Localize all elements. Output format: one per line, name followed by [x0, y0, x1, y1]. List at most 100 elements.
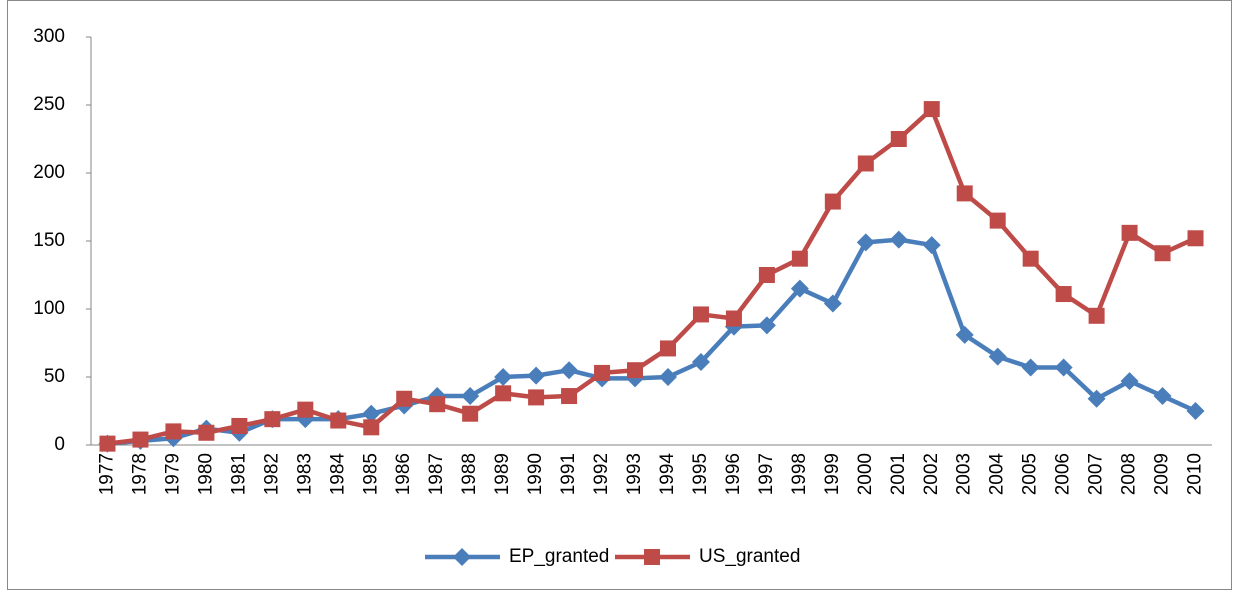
data-point [890, 131, 907, 147]
data-point [429, 396, 446, 413]
chart-frame [7, 0, 1232, 590]
x-tick-label: 2001 [888, 453, 909, 495]
legend-label: EP_granted [509, 546, 609, 567]
data-point [823, 294, 842, 313]
x-tick-label: 1991 [558, 453, 579, 495]
data-point [758, 267, 775, 283]
x-tick-label: 2007 [1086, 453, 1107, 495]
x-tick-label: 2003 [954, 453, 975, 495]
series-line [107, 106, 1197, 446]
data-point [790, 279, 809, 298]
data-point [1187, 230, 1204, 247]
data-point [198, 424, 215, 441]
data-point [659, 340, 676, 357]
x-tick-label: 1980 [195, 453, 216, 495]
data-point [1186, 402, 1205, 420]
x-tick-label: 1977 [97, 453, 118, 495]
data-point [1121, 224, 1138, 241]
y-tick-label: 250 [33, 94, 65, 115]
data-point [527, 366, 546, 385]
data-point [1022, 250, 1039, 267]
series-line [107, 237, 1197, 446]
x-tick-label: 1979 [162, 453, 183, 495]
data-point [99, 435, 116, 452]
data-point [922, 236, 941, 255]
data-point [791, 250, 808, 267]
data-point [495, 385, 512, 402]
x-tick-label: 1986 [393, 453, 414, 495]
data-point [956, 185, 973, 202]
data-point [462, 405, 479, 422]
data-point [988, 347, 1007, 366]
data-point [1120, 372, 1139, 391]
x-tick-label: 1988 [459, 453, 480, 495]
legend-label: US_granted [699, 546, 800, 567]
y-tick-label: 0 [54, 434, 65, 455]
x-tick-label: 1982 [261, 453, 282, 495]
data-point [165, 423, 182, 440]
data-point [594, 364, 611, 381]
y-tick-label: 300 [33, 26, 65, 47]
data-point [1055, 286, 1072, 303]
data-point [923, 101, 940, 118]
data-point [691, 353, 710, 372]
x-tick-label: 1998 [789, 453, 810, 495]
x-tick-label: 2005 [1020, 453, 1041, 495]
x-tick-label: 1994 [657, 453, 678, 496]
data-point [264, 411, 281, 428]
x-tick-label: 2000 [855, 453, 876, 495]
x-tick-label: 2008 [1119, 453, 1140, 495]
data-point [362, 404, 381, 423]
y-tick-label: 200 [33, 162, 65, 183]
x-tick-label: 1990 [525, 453, 546, 495]
x-tick-label: 1981 [228, 453, 249, 495]
legend-marker [644, 549, 660, 565]
x-tick-label: 1985 [360, 453, 381, 495]
x-tick-label: 1984 [327, 453, 348, 496]
y-tick-label: 100 [33, 298, 65, 319]
data-point [692, 306, 709, 323]
y-tick-label: 50 [44, 366, 65, 387]
data-point [824, 193, 841, 210]
x-tick-label: 1999 [822, 453, 843, 495]
data-point [1054, 358, 1073, 377]
legend-marker [453, 548, 471, 566]
data-point [461, 387, 480, 406]
x-tick-label: 1997 [756, 453, 777, 495]
data-point [1153, 387, 1172, 406]
x-tick-label: 1993 [624, 453, 645, 495]
data-point [856, 233, 875, 252]
data-point [561, 388, 578, 405]
data-point [725, 310, 742, 327]
data-point [528, 389, 545, 406]
data-point [1021, 358, 1040, 377]
x-tick-label: 1983 [294, 453, 315, 495]
data-point [889, 230, 908, 249]
data-point [231, 417, 248, 434]
data-point [857, 155, 874, 172]
y-tick-label: 150 [33, 230, 65, 251]
data-point [396, 390, 413, 407]
data-point [363, 419, 380, 436]
data-point [560, 361, 579, 380]
x-tick-label: 2002 [921, 453, 942, 495]
data-point [989, 212, 1006, 229]
data-point [1088, 307, 1105, 324]
data-point [132, 431, 149, 448]
x-tick-label: 2006 [1053, 453, 1074, 495]
data-point [494, 368, 513, 386]
data-point [330, 412, 347, 429]
x-tick-label: 1992 [591, 453, 612, 495]
x-tick-label: 1978 [129, 453, 150, 495]
x-tick-label: 1989 [492, 453, 513, 495]
data-point [658, 368, 677, 386]
x-tick-label: 1996 [723, 453, 744, 495]
x-tick-label: 1995 [690, 453, 711, 495]
data-point [1154, 245, 1171, 262]
data-point [757, 316, 776, 335]
x-tick-label: 1987 [426, 453, 447, 495]
data-point [1087, 389, 1106, 408]
data-point [627, 362, 644, 379]
x-tick-label: 2004 [987, 453, 1008, 496]
